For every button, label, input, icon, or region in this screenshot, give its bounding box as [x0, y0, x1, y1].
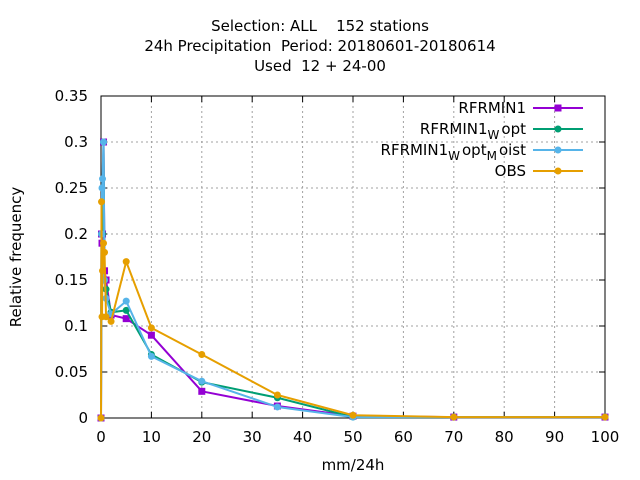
legend-entry-0: RFRMIN1: [458, 99, 583, 117]
data-point: [147, 331, 155, 339]
data-point: [349, 411, 357, 419]
y-axis-title: Relative frequency: [7, 187, 25, 328]
data-point: [122, 258, 130, 266]
data-point: [198, 377, 206, 385]
legend-swatch-marker: [554, 104, 562, 112]
data-point: [122, 297, 130, 305]
x-tick-label: 70: [444, 428, 463, 446]
y-tick-label: 0.25: [55, 179, 88, 197]
data-point: [601, 413, 609, 421]
data-point: [198, 387, 206, 395]
x-tick-label: 50: [343, 428, 362, 446]
legend-swatch-marker: [554, 146, 562, 154]
y-tick-label: 0.15: [55, 271, 88, 289]
data-point: [99, 267, 107, 275]
x-tick-label: 60: [394, 428, 413, 446]
data-point: [122, 306, 130, 314]
data-point: [273, 403, 281, 411]
chart-title-line-3: Used 12 + 24-00: [254, 57, 386, 75]
data-point: [198, 351, 206, 359]
data-point: [99, 175, 107, 183]
legend-entry-3: OBS: [495, 162, 583, 180]
x-tick-label: 90: [545, 428, 564, 446]
data-point: [273, 391, 281, 399]
legend-swatch-marker: [554, 125, 562, 133]
data-point: [122, 315, 130, 323]
data-point: [147, 352, 155, 360]
x-tick-label: 100: [591, 428, 620, 446]
x-tick-label: 20: [192, 428, 211, 446]
legend-label: OBS: [495, 162, 526, 180]
data-point: [107, 317, 115, 325]
x-tick-label: 80: [495, 428, 514, 446]
x-tick-label: 10: [142, 428, 161, 446]
chart-title-line-2: 24h Precipitation Period: 20180601-20180…: [144, 37, 496, 55]
x-tick-label: 0: [96, 428, 106, 446]
data-point: [98, 184, 106, 192]
data-point: [98, 198, 106, 206]
y-tick-label: 0.2: [64, 225, 88, 243]
y-tick-label: 0: [78, 409, 88, 427]
data-point: [102, 313, 110, 321]
y-tick-label: 0.3: [64, 133, 88, 151]
y-tick-label: 0.1: [64, 317, 88, 335]
legend-swatch-marker: [554, 167, 562, 175]
grid: [101, 96, 605, 418]
x-tick-label: 40: [293, 428, 312, 446]
data-point: [147, 324, 155, 332]
y-tick-label: 0.35: [55, 87, 88, 105]
y-tick-label: 0.05: [55, 363, 88, 381]
x-tick-label: 30: [243, 428, 262, 446]
data-point: [100, 138, 108, 146]
data-series: [97, 138, 609, 422]
chart-title-line-1: Selection: ALL 152 stations: [211, 17, 429, 35]
axis-ticks: 0 10 20 30 40 50 60 70 80 90 100 0 0.05 0.1 0.15 0.2 0.2…: [55, 87, 620, 446]
x-axis-title: mm/24h: [322, 456, 385, 474]
data-point: [97, 414, 105, 422]
legend-label: RFRMIN1: [458, 99, 526, 117]
legend-label: RFRMIN1W optM oist: [381, 141, 527, 163]
data-point: [450, 413, 458, 421]
legend-entry-2: RFRMIN1W optM oist: [381, 141, 583, 163]
data-point: [101, 248, 109, 256]
data-point: [100, 239, 108, 247]
legend-entry-1: RFRMIN1W opt: [420, 120, 583, 142]
legend-label: RFRMIN1W opt: [420, 120, 526, 142]
series-3: [97, 198, 609, 422]
